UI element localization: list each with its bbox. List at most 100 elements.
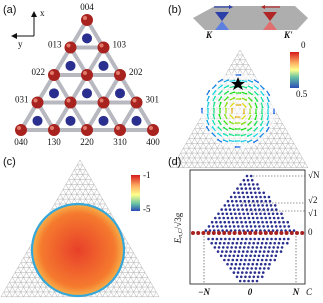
red-atom xyxy=(15,124,27,136)
level-dot xyxy=(258,208,261,211)
level-dot xyxy=(286,220,290,224)
level-dot xyxy=(225,212,229,216)
spin-head xyxy=(239,98,242,100)
x-axis-label: C xyxy=(306,287,313,297)
level-dot xyxy=(266,208,270,211)
zero-mode xyxy=(263,231,268,235)
level-dot xyxy=(246,212,250,216)
spin-head xyxy=(244,105,247,108)
level-dot xyxy=(262,250,266,253)
level-dot xyxy=(268,216,272,220)
red-atom xyxy=(130,96,143,109)
level-dot xyxy=(249,191,253,195)
level-dot xyxy=(226,199,230,203)
spin-head xyxy=(217,138,219,141)
level-dot xyxy=(287,237,290,241)
level-dot xyxy=(279,225,282,228)
red-atom xyxy=(64,96,77,109)
level-dot xyxy=(267,212,271,216)
spin-head xyxy=(267,112,269,115)
level-dot xyxy=(267,195,271,199)
spin-head xyxy=(273,112,275,115)
level-dot xyxy=(223,220,227,224)
spin-head xyxy=(267,106,270,109)
level-dot xyxy=(243,216,247,220)
lattice-line xyxy=(191,133,212,168)
red-atom xyxy=(64,41,77,54)
level-dot xyxy=(233,212,237,216)
blue-atom xyxy=(82,33,92,44)
level-dot xyxy=(233,191,236,195)
spin-head xyxy=(205,126,208,128)
y-tick-label: √2 xyxy=(308,195,317,205)
spin-head xyxy=(213,101,216,104)
level-dot xyxy=(252,187,256,190)
lattice-line xyxy=(174,162,178,168)
level-dot xyxy=(222,216,226,220)
colorbar-label: 0.5 xyxy=(296,89,308,99)
spin-head xyxy=(262,94,265,96)
y-tick-label: √N xyxy=(308,170,320,180)
spin-head xyxy=(240,123,243,125)
spin-head xyxy=(218,113,221,116)
lattice-line xyxy=(180,152,190,168)
level-dot xyxy=(238,195,241,199)
level-dot xyxy=(236,237,240,241)
zero-mode xyxy=(253,231,258,235)
level-dot xyxy=(274,254,278,258)
level-dot xyxy=(215,237,219,241)
atom-shine xyxy=(50,71,54,75)
level-dot xyxy=(266,237,269,241)
zero-mode xyxy=(248,231,253,235)
spin-head xyxy=(234,116,237,118)
spin-head xyxy=(250,99,253,102)
level-dot xyxy=(266,254,269,258)
level-dot xyxy=(267,267,270,270)
level-dot xyxy=(217,246,221,249)
zero-mode xyxy=(191,231,195,235)
site-label: 301 xyxy=(146,95,160,105)
spin-head xyxy=(207,101,210,104)
level-dot xyxy=(266,225,270,228)
spin-head xyxy=(232,102,235,105)
spin-head xyxy=(248,118,250,121)
level-dot xyxy=(234,262,238,266)
level-dot xyxy=(255,195,258,199)
level-dot xyxy=(228,208,232,211)
level-dot xyxy=(254,267,258,270)
level-dot xyxy=(222,241,226,245)
level-dot xyxy=(228,237,231,241)
spin-head xyxy=(227,85,230,87)
level-dot xyxy=(235,216,238,220)
spin-head xyxy=(226,96,229,99)
spin-head xyxy=(229,114,232,117)
site-label: 310 xyxy=(113,137,127,147)
spin-head xyxy=(206,113,209,116)
level-dot xyxy=(245,174,249,178)
spin-head xyxy=(261,112,263,115)
level-dot xyxy=(220,250,224,253)
level-dot xyxy=(241,191,245,195)
level-dot xyxy=(211,237,215,241)
level-dot xyxy=(273,241,276,245)
level-dot xyxy=(235,258,239,262)
spin-head xyxy=(267,100,270,103)
spin-head xyxy=(260,118,263,121)
level-dot xyxy=(243,183,247,186)
level-dot xyxy=(240,254,244,258)
level-dot xyxy=(252,204,256,207)
level-dot xyxy=(220,208,223,211)
zero-mode xyxy=(222,231,227,235)
colorbar xyxy=(290,52,299,88)
level-dot xyxy=(242,212,245,216)
lattice-line xyxy=(302,162,306,168)
panel-d: (d) √N √2 √1 0 −N 0 N C En,C/√3g xyxy=(168,156,320,297)
sheet xyxy=(193,6,308,30)
red-atom xyxy=(48,124,60,136)
lattice-line xyxy=(3,291,7,297)
level-dot xyxy=(213,246,217,249)
spin-head xyxy=(219,101,222,104)
spin-head xyxy=(234,134,237,136)
level-dot xyxy=(218,216,221,220)
level-dot xyxy=(259,246,263,249)
